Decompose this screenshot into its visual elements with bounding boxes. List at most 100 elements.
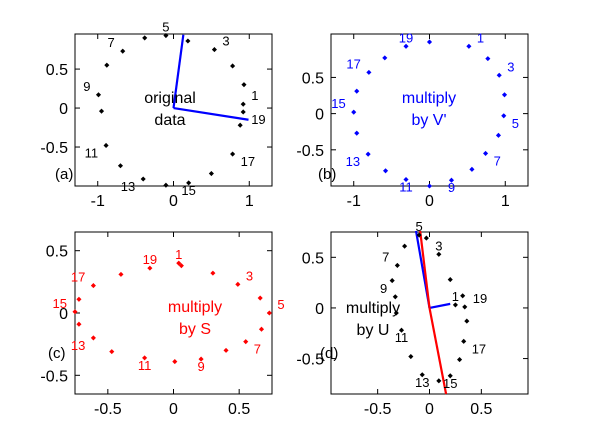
point-label: 3 xyxy=(507,59,514,74)
data-point xyxy=(240,109,246,115)
y-tick-label: 0 xyxy=(315,301,324,318)
data-point xyxy=(258,326,265,332)
annotation-text: multiply xyxy=(402,90,456,107)
point-label: 17 xyxy=(472,341,486,356)
data-point xyxy=(408,353,414,360)
point-label: 5 xyxy=(162,20,169,35)
point-label: 13 xyxy=(415,375,429,390)
x-tick-label: 1 xyxy=(501,193,510,210)
data-point xyxy=(426,183,433,189)
point-label: 3 xyxy=(246,268,253,283)
panel-tag: (b) xyxy=(318,166,336,183)
data-point xyxy=(460,293,466,299)
annotation-text: original xyxy=(144,90,196,107)
data-point xyxy=(147,265,153,271)
y-tick-label: -0.5 xyxy=(296,352,324,369)
point-label: 11 xyxy=(85,145,99,160)
y-tick-label: 0.5 xyxy=(46,244,68,261)
panel-tag: (a) xyxy=(55,166,73,183)
point-label: 7 xyxy=(108,35,115,50)
y-tick-label: 0.5 xyxy=(302,70,324,87)
x-tick-label: 0 xyxy=(425,193,434,210)
data-point xyxy=(266,310,272,316)
x-tick-label: 0 xyxy=(425,401,434,418)
data-point xyxy=(198,356,204,362)
point-label: 7 xyxy=(494,153,501,168)
point-label: 1 xyxy=(251,88,258,103)
data-point xyxy=(393,310,399,316)
y-tick-label: -0.5 xyxy=(40,140,68,157)
point-label: 17 xyxy=(346,56,360,71)
x-tick-label: -0.5 xyxy=(364,401,392,418)
point-label: 1 xyxy=(175,247,182,262)
data-point xyxy=(230,63,236,69)
data-point xyxy=(462,304,468,310)
panel-tag: (c) xyxy=(48,345,66,362)
data-point xyxy=(257,295,263,301)
point-label: 11 xyxy=(138,358,152,373)
vector-line xyxy=(429,302,451,310)
data-point xyxy=(118,271,124,277)
x-tick-label: 0 xyxy=(169,193,178,210)
data-point xyxy=(142,355,148,361)
data-point xyxy=(389,278,395,284)
data-point xyxy=(392,294,398,300)
point-label: 5 xyxy=(512,116,519,131)
data-point xyxy=(103,142,109,149)
point-label: 15 xyxy=(331,96,345,111)
point-label: 9 xyxy=(83,79,90,94)
data-point xyxy=(354,88,360,94)
panel-3: -0.5 0 0.5-0.500.5 135791113151719multiplyb… xyxy=(40,231,285,418)
data-point xyxy=(366,69,372,75)
data-point xyxy=(172,359,178,365)
point-label: 15 xyxy=(181,183,195,198)
panel-tag: (d) xyxy=(320,345,338,362)
data-point xyxy=(240,101,246,107)
data-point xyxy=(426,39,433,45)
data-point xyxy=(243,339,249,345)
data-point xyxy=(351,109,357,115)
point-label: 17 xyxy=(241,154,255,169)
y-tick-label: 0.5 xyxy=(302,250,324,267)
data-point xyxy=(210,270,216,276)
data-point xyxy=(109,349,115,355)
data-point xyxy=(403,176,409,183)
data-point xyxy=(142,35,148,41)
data-point xyxy=(501,92,508,98)
data-point xyxy=(495,132,501,138)
point-label: 9 xyxy=(197,359,204,374)
plot-area xyxy=(172,34,249,121)
data-point xyxy=(90,283,96,289)
data-point xyxy=(448,177,455,183)
point-label: 19 xyxy=(399,30,413,45)
annotation-text: multiply xyxy=(168,299,222,316)
data-point xyxy=(447,373,453,379)
point-label: 11 xyxy=(395,330,409,345)
annotation-text: multiply xyxy=(346,300,400,317)
data-point xyxy=(496,72,502,78)
data-point xyxy=(382,55,388,61)
vector-line xyxy=(419,230,431,309)
data-point xyxy=(365,151,371,157)
data-point xyxy=(394,262,400,268)
data-point xyxy=(398,327,405,333)
vector-line xyxy=(172,34,185,109)
x-tick-label: 0 xyxy=(169,401,178,418)
annotation-text: by S xyxy=(179,321,211,338)
data-point xyxy=(72,309,78,315)
data-point xyxy=(423,235,429,241)
data-point xyxy=(501,113,507,119)
data-point xyxy=(186,180,192,186)
data-point xyxy=(354,130,360,136)
data-point xyxy=(466,43,472,49)
point-label: 13 xyxy=(121,179,135,194)
point-label: 11 xyxy=(399,179,413,194)
point-label: 5 xyxy=(277,297,284,312)
data-point xyxy=(419,372,425,378)
data-point xyxy=(185,38,191,44)
x-tick-label: -1 xyxy=(91,193,105,210)
x-tick-label: -0.5 xyxy=(94,401,122,418)
data-point xyxy=(140,176,146,182)
